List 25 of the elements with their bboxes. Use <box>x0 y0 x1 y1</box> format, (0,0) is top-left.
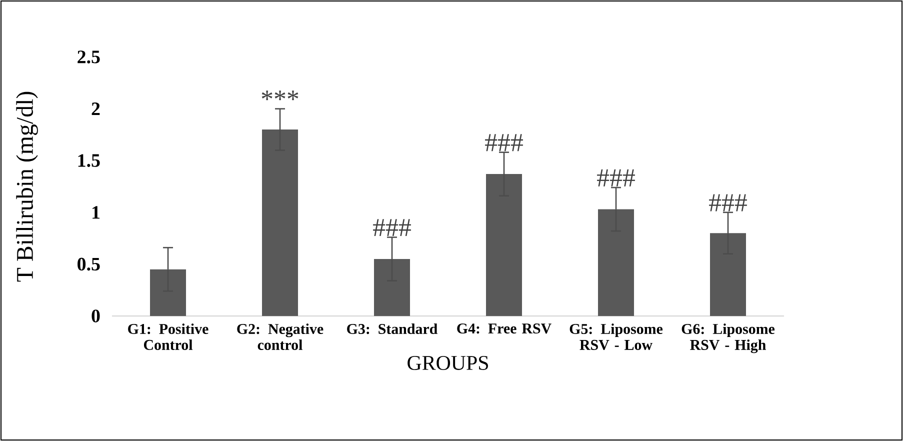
y-tick-label: 1 <box>92 206 100 219</box>
y-tick-label: 2.5 <box>78 50 100 64</box>
x-tick-label: G6: Liposome RSV - High <box>682 324 775 354</box>
y-tick-label: 0.5 <box>78 258 100 271</box>
x-tick-label: G1: Positive Control <box>128 324 208 350</box>
y-axis-title: T Billirubin (mg/dl) <box>16 92 38 282</box>
bar <box>150 269 186 316</box>
x-tick-label: G2: Negative control <box>237 324 324 350</box>
bar <box>598 209 634 316</box>
annotation: ### <box>597 169 635 186</box>
x-axis-title: GROUPS <box>408 356 488 370</box>
bar <box>262 130 298 316</box>
bar <box>710 233 746 316</box>
y-tick-label: 1.5 <box>78 154 100 167</box>
annotation: *** <box>262 90 298 100</box>
bar <box>486 174 522 316</box>
x-tick-label: G5: Liposome RSV - Low <box>570 324 663 350</box>
y-tick-label: 0 <box>92 310 100 322</box>
annotation: ### <box>709 194 747 212</box>
bar <box>374 259 410 316</box>
x-tick-label: G4: Free RSV <box>457 324 552 334</box>
annotation: ### <box>373 219 411 236</box>
x-tick-label: G3: Standard <box>347 324 438 334</box>
annotation: ### <box>485 134 523 152</box>
y-tick-label: 2 <box>92 102 100 116</box>
